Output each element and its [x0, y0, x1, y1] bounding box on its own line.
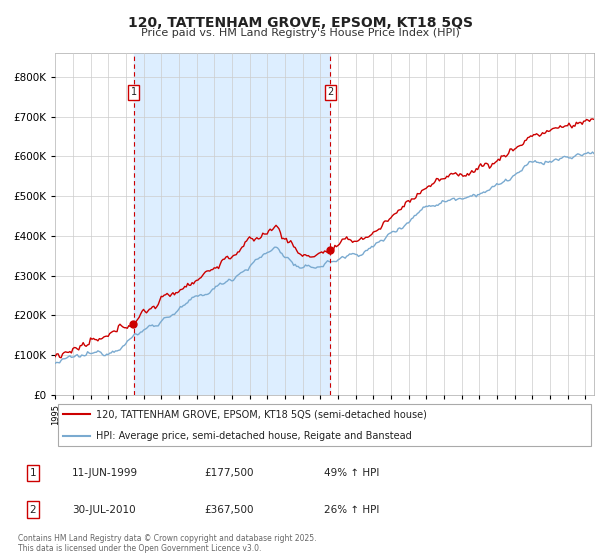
FancyBboxPatch shape: [58, 404, 592, 446]
Text: Contains HM Land Registry data © Crown copyright and database right 2025.
This d: Contains HM Land Registry data © Crown c…: [18, 534, 317, 553]
Bar: [134, 53, 331, 395]
Text: 1: 1: [29, 468, 37, 478]
Text: Price paid vs. HM Land Registry's House Price Index (HPI): Price paid vs. HM Land Registry's House …: [140, 28, 460, 38]
Text: 120, TATTENHAM GROVE, EPSOM, KT18 5QS: 120, TATTENHAM GROVE, EPSOM, KT18 5QS: [128, 16, 473, 30]
Text: 2: 2: [328, 87, 334, 97]
Text: HPI: Average price, semi-detached house, Reigate and Banstead: HPI: Average price, semi-detached house,…: [95, 431, 412, 441]
Text: 26% ↑ HPI: 26% ↑ HPI: [324, 505, 379, 515]
Text: 120, TATTENHAM GROVE, EPSOM, KT18 5QS (semi-detached house): 120, TATTENHAM GROVE, EPSOM, KT18 5QS (s…: [95, 409, 427, 419]
Text: 2: 2: [29, 505, 37, 515]
Text: £367,500: £367,500: [204, 505, 254, 515]
Text: £177,500: £177,500: [204, 468, 254, 478]
Text: 30-JUL-2010: 30-JUL-2010: [72, 505, 136, 515]
Text: 11-JUN-1999: 11-JUN-1999: [72, 468, 138, 478]
Text: 1: 1: [131, 87, 137, 97]
Text: 49% ↑ HPI: 49% ↑ HPI: [324, 468, 379, 478]
